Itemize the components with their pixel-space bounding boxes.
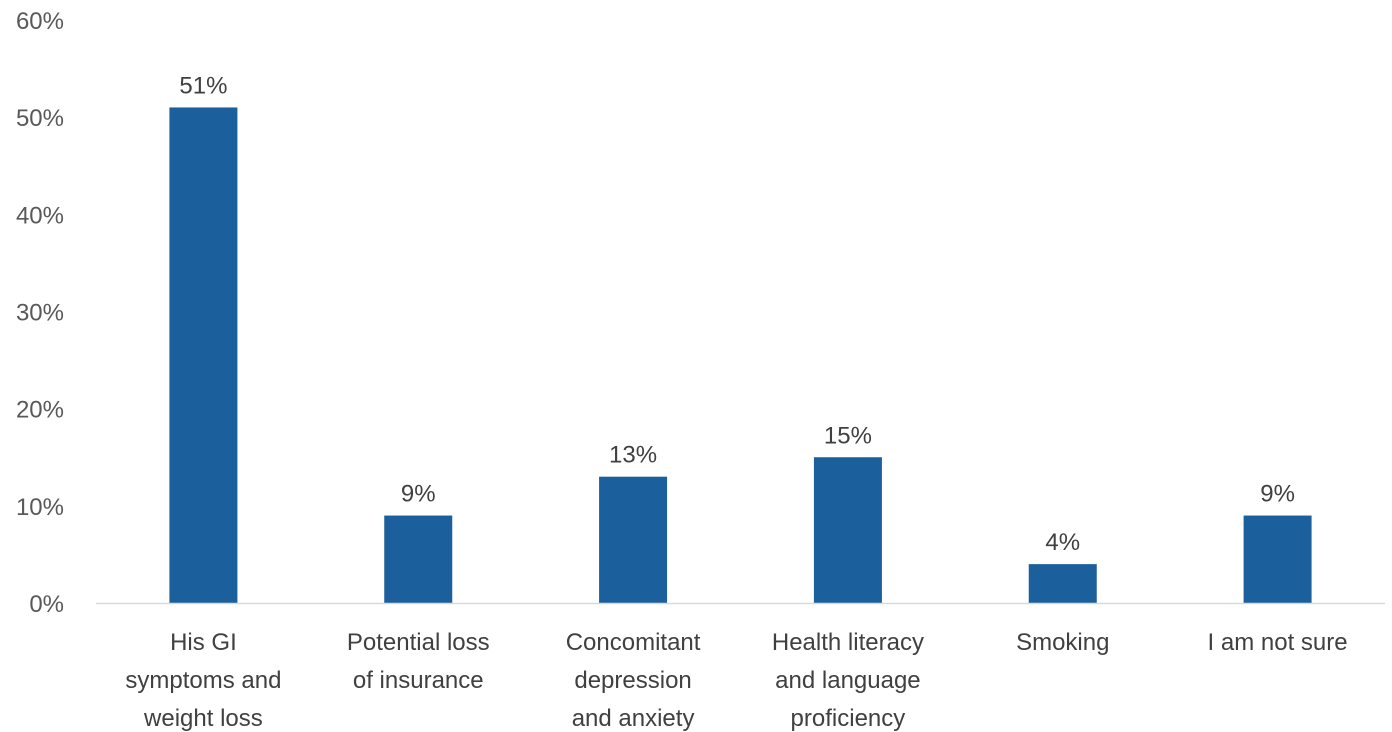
bars [169, 107, 1312, 603]
data-labels: 51% 9% 13% 15% 4% 9% [179, 72, 1295, 556]
y-tick-label: 40% [16, 202, 64, 229]
y-tick-label: 30% [16, 300, 64, 327]
bar [1028, 564, 1097, 603]
bar [599, 476, 668, 603]
y-axis-ticks: 0% 10% 20% 30% 40% 50% 60% [16, 8, 64, 618]
y-tick-label: 60% [16, 8, 64, 35]
data-label: 9% [1260, 481, 1295, 508]
bar [384, 515, 453, 603]
category-label: His GI symptoms and weight loss [125, 629, 281, 732]
bar [169, 107, 238, 603]
y-tick-label: 10% [16, 494, 64, 521]
bar [1243, 515, 1312, 603]
category-label: Potential loss of insurance [347, 629, 490, 694]
category-labels: His GI symptoms and weight loss Potential l… [125, 629, 1347, 732]
y-tick-label: 50% [16, 105, 64, 132]
category-label: Health literacy and language proficiency [772, 629, 924, 732]
data-label: 13% [609, 442, 657, 469]
data-label: 51% [179, 72, 227, 99]
category-label: Concomitant depression and anxiety [566, 629, 701, 732]
data-label: 4% [1045, 529, 1080, 556]
category-label: Smoking [1016, 629, 1109, 656]
y-tick-label: 0% [29, 591, 64, 618]
data-label: 9% [401, 481, 436, 508]
y-tick-label: 20% [16, 397, 64, 424]
bar [813, 457, 882, 603]
category-label: I am not sure [1208, 629, 1348, 656]
data-label: 15% [824, 422, 872, 449]
